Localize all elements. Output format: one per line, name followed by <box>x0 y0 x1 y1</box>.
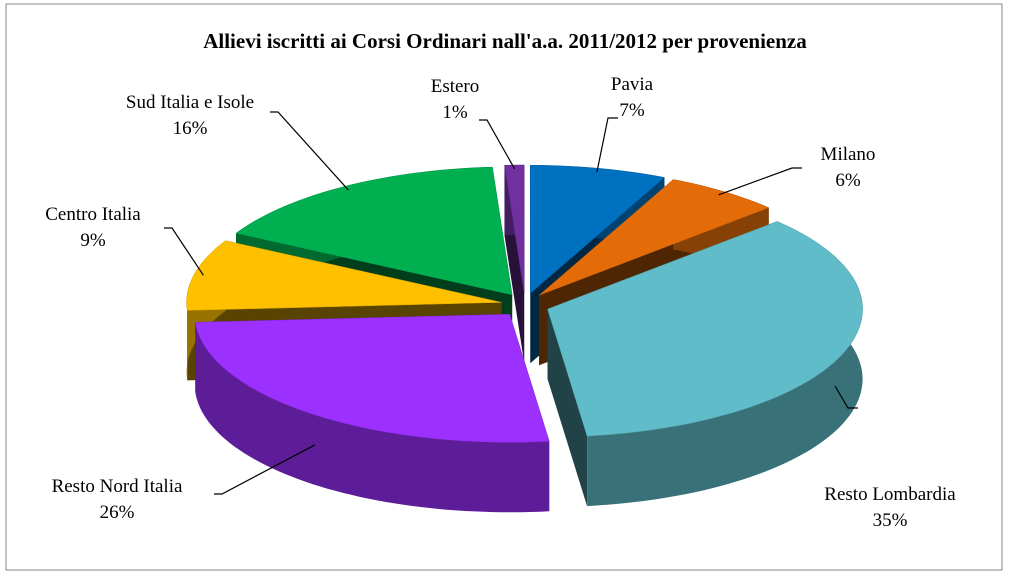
slice-label: Centro Italia <box>45 204 141 225</box>
slice-label: Resto Nord Italia <box>52 476 183 497</box>
slice <box>195 313 550 443</box>
leader-line <box>834 385 858 409</box>
leader-line <box>479 119 516 170</box>
slice <box>538 179 770 296</box>
slice-label: Pavia <box>611 74 654 95</box>
slice <box>186 240 502 311</box>
value-label: 35% <box>873 510 908 531</box>
chart-title: Allievi iscritti ai Corsi Ordinari nall'… <box>203 29 807 53</box>
slice-side <box>195 322 550 513</box>
pie <box>186 164 863 513</box>
slice <box>235 166 513 296</box>
leader-line <box>718 167 802 196</box>
slice-label: Estero <box>431 76 480 97</box>
slice <box>529 165 665 294</box>
leader-line <box>596 117 618 173</box>
slice <box>547 221 863 437</box>
value-label: 7% <box>619 100 645 121</box>
slice-wall <box>547 309 588 507</box>
leader-line <box>164 227 204 276</box>
value-label: 1% <box>442 102 468 123</box>
slice-label: Milano <box>821 144 876 165</box>
labels: Pavia 7% Milano 6% Resto Lombardia 35% Resto N… <box>45 74 956 531</box>
value-label: 26% <box>100 502 135 523</box>
slice-label: Sud Italia e Isole <box>126 92 254 113</box>
slice-label: Resto Lombardia <box>824 484 956 505</box>
leader-line <box>214 444 316 495</box>
value-label: 16% <box>173 118 208 139</box>
value-label: 9% <box>80 230 106 251</box>
value-label: 6% <box>835 170 861 191</box>
slice <box>504 164 525 294</box>
leader-line <box>270 111 349 191</box>
